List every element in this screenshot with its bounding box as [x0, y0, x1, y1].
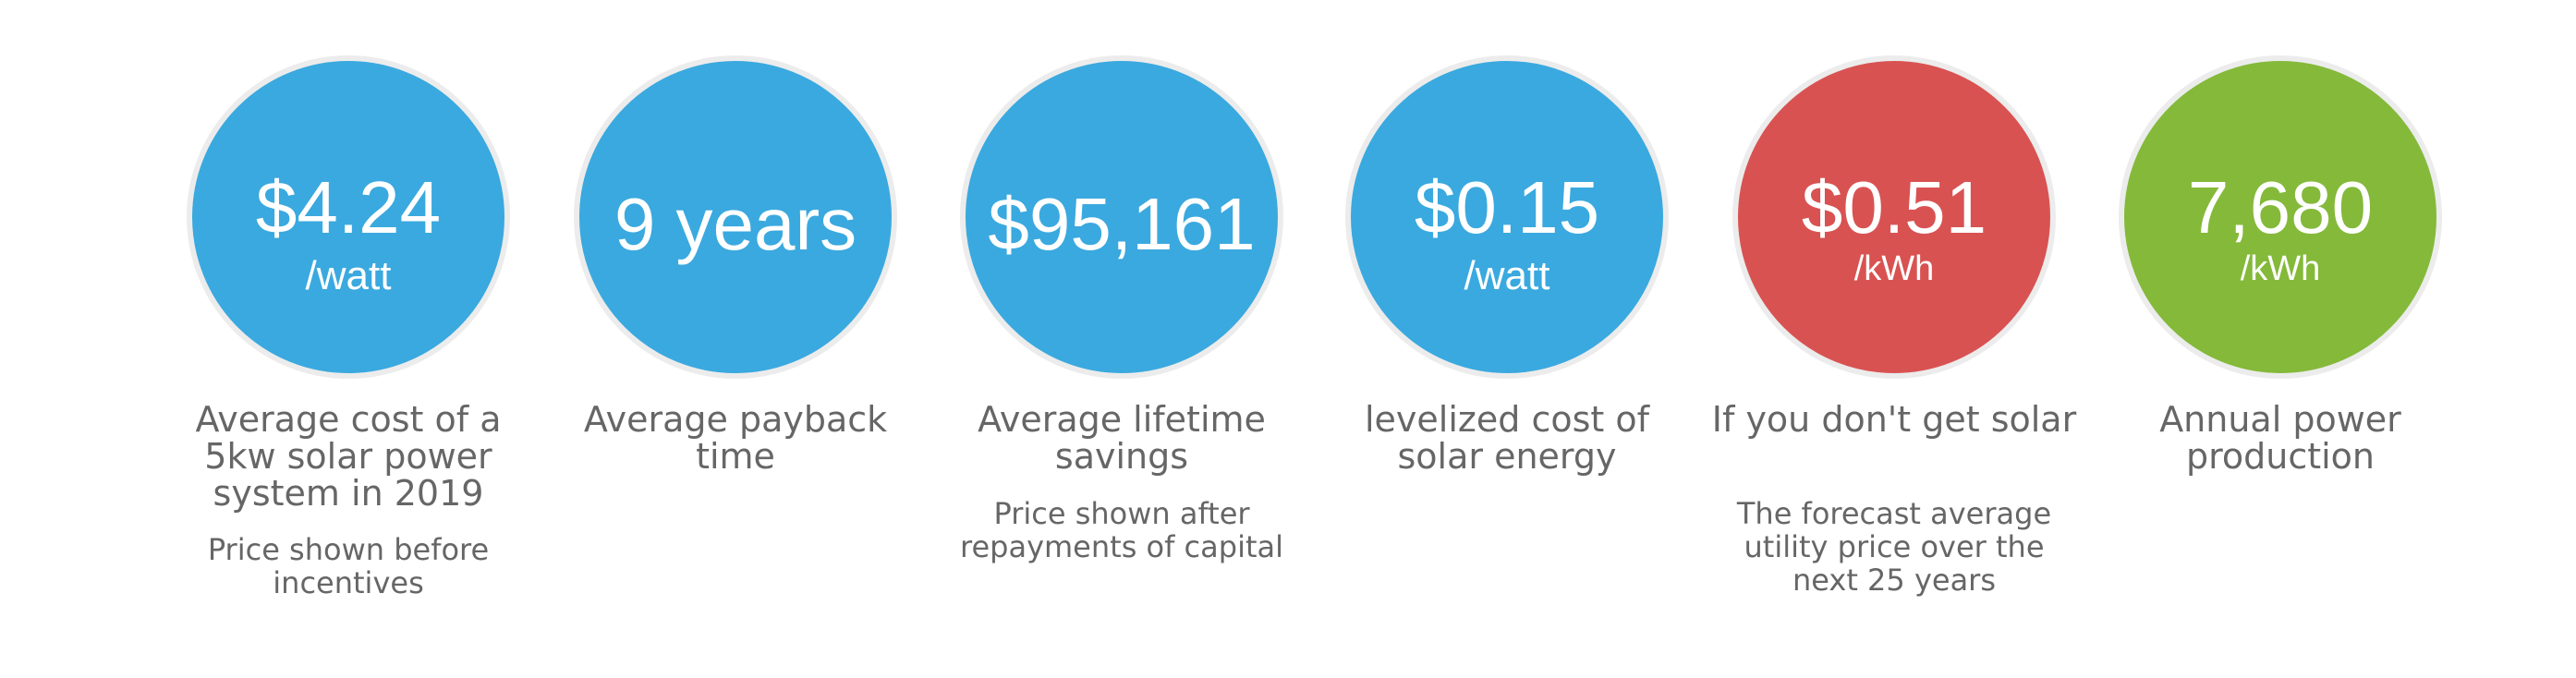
- stat-unit: /watt: [305, 253, 392, 298]
- stat-title: Average payback time: [583, 399, 888, 477]
- stat-value: $4.24: [255, 166, 442, 248]
- stat-card-utility-price: $0.51 /kWh If you don't get solar The fo…: [1709, 55, 2079, 674]
- stat-card-levelized-cost: $0.15 /watt levelized cost of solar ener…: [1322, 55, 1692, 674]
- stat-circle: 7,680 /kWh: [2119, 55, 2442, 379]
- stat-value: $0.51: [1801, 166, 1987, 248]
- stat-card-annual-production: 7,680 /kWh Annual power production: [2096, 55, 2465, 674]
- stat-value: $0.15: [1414, 166, 1600, 248]
- stat-card-payback-time: 9 years Average payback time: [551, 55, 920, 674]
- stat-unit: /watt: [1464, 253, 1550, 298]
- stat-note: Price shown after repayments of capital: [960, 496, 1283, 564]
- stat-title: If you don't get solar: [1711, 399, 2077, 440]
- stat-circle: $0.15 /watt: [1345, 55, 1669, 379]
- stat-title: Annual power production: [2159, 399, 2401, 477]
- stat-title: levelized cost of solar energy: [1365, 399, 1649, 477]
- stat-circle: $4.24 /watt: [187, 55, 510, 379]
- stat-card-lifetime-savings: $95,161 Average lifetime savings Price s…: [937, 55, 1306, 674]
- stat-unit: /kWh: [2240, 249, 2321, 288]
- stat-circle: $95,161: [960, 55, 1283, 379]
- stat-card-average-cost: $4.24 /watt Average cost of a 5kw solar …: [164, 55, 533, 674]
- stat-circle: 9 years: [574, 55, 897, 379]
- stat-note: The forecast average utility price over …: [1736, 496, 2052, 598]
- stat-unit: /kWh: [1853, 249, 1935, 288]
- stat-title: Average cost of a 5kw solar power system…: [195, 399, 502, 514]
- stat-circle: $0.51 /kWh: [1732, 55, 2056, 379]
- stat-value: $95,161: [988, 183, 1256, 265]
- stat-note: Price shown before incentives: [207, 532, 490, 600]
- stat-value: 7,680: [2187, 166, 2374, 248]
- stat-title: Average lifetime savings: [978, 399, 1266, 477]
- stat-value: 9 years: [614, 183, 857, 265]
